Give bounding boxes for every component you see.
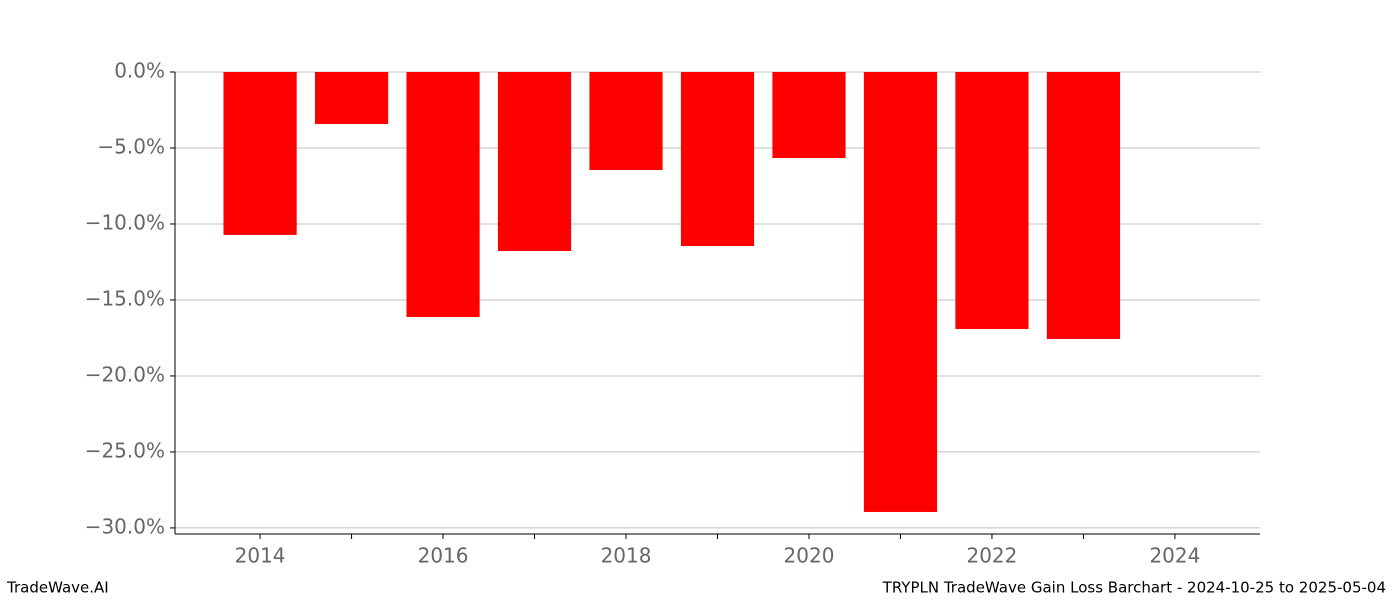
bar <box>680 72 755 247</box>
y-tick-label: 0.0% <box>114 59 165 83</box>
x-tick-label: 2014 <box>235 544 286 568</box>
bar <box>406 72 480 317</box>
bar <box>1046 72 1121 340</box>
y-tick-label: −10.0% <box>85 210 165 234</box>
bar <box>772 72 846 159</box>
brand: TradeWave.AI <box>6 579 109 597</box>
bar <box>497 72 572 252</box>
y-tick-label: −15.0% <box>85 286 165 310</box>
chart-title: TRYPLN TradeWave Gain Loss Barchart - 20… <box>882 579 1386 597</box>
y-tick-label: −5.0% <box>97 134 165 158</box>
x-tick-label: 2018 <box>601 544 652 568</box>
y-tick-label: −20.0% <box>85 362 165 386</box>
x-tick-label: 2024 <box>1149 544 1200 568</box>
y-tick-label: −25.0% <box>85 438 165 462</box>
bar <box>314 72 389 124</box>
bar <box>955 72 1029 329</box>
x-tick-label: 2016 <box>418 544 469 568</box>
y-tick-label: −30.0% <box>85 514 165 538</box>
bar <box>863 72 938 512</box>
bar <box>589 72 663 171</box>
bar <box>223 72 297 235</box>
x-tick-label: 2022 <box>966 544 1017 568</box>
x-tick-label: 2020 <box>784 544 835 568</box>
